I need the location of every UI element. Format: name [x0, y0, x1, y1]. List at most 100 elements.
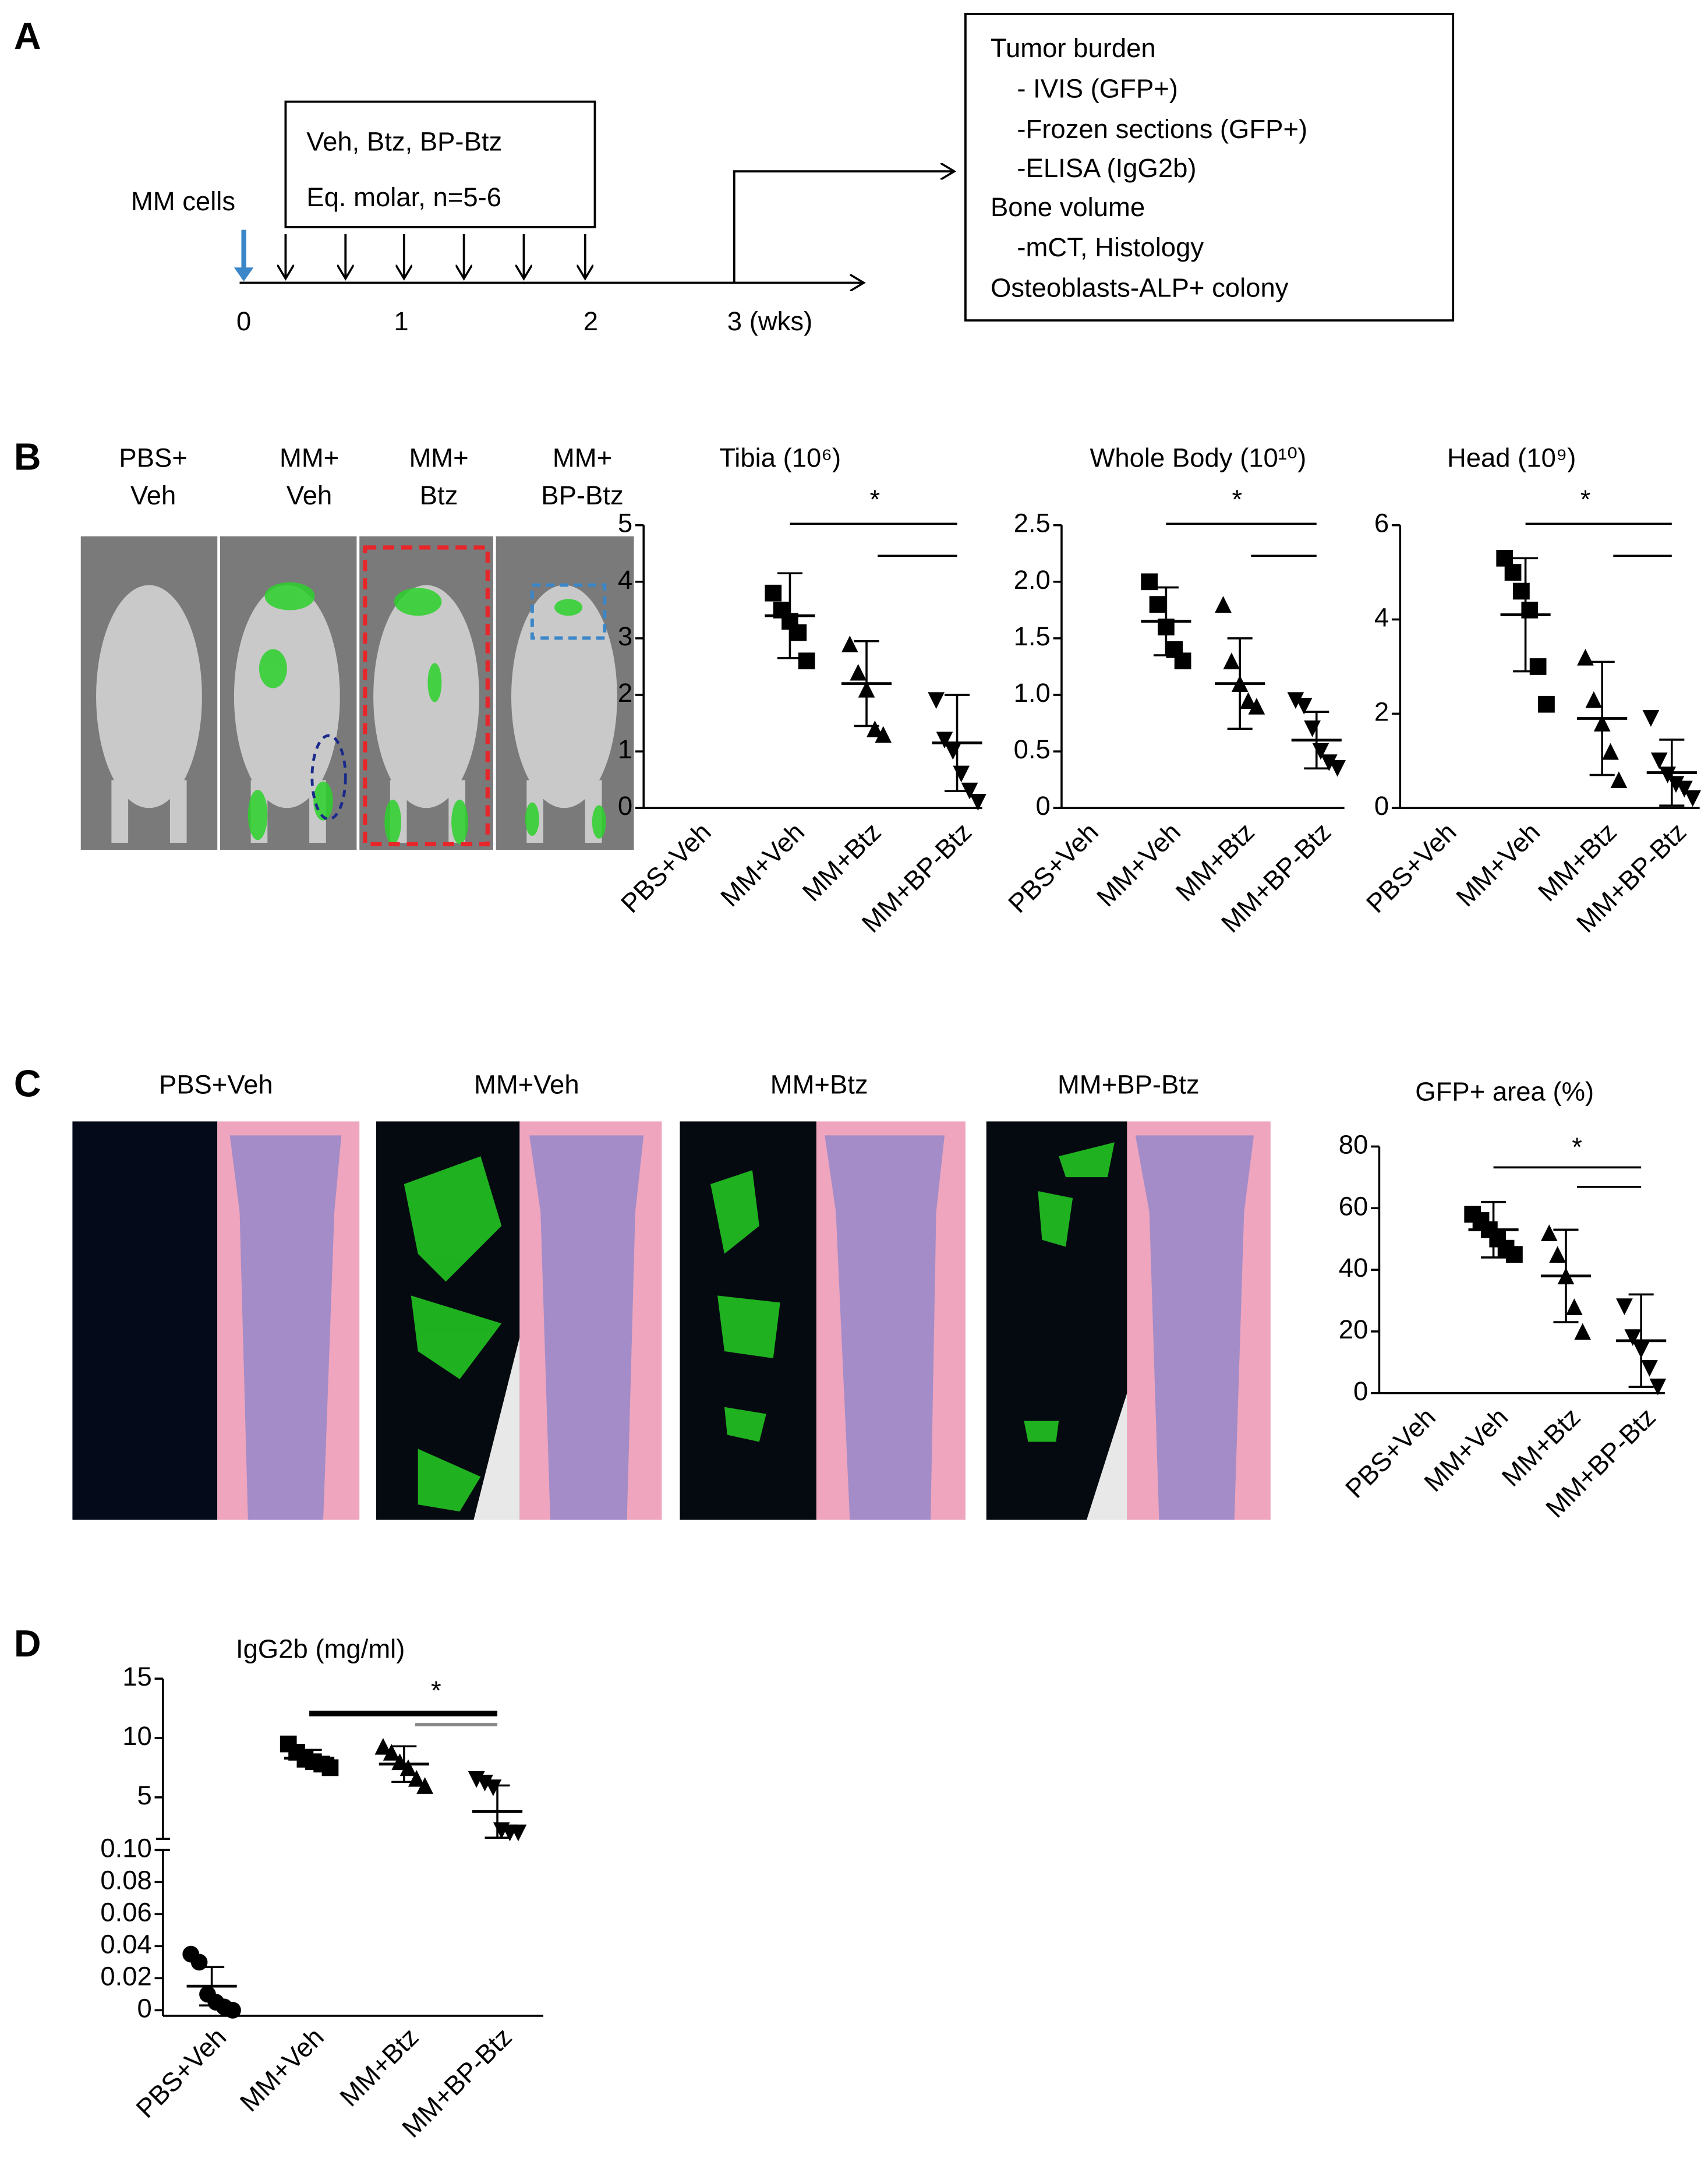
- data-point: [875, 726, 892, 743]
- significance-star: *: [431, 1676, 441, 1705]
- y-tick-label: 2.0: [1014, 565, 1051, 595]
- data-point: [224, 2002, 241, 2019]
- image-separators: [217, 536, 496, 850]
- image-label: MM+: [553, 443, 612, 472]
- highlight-box: [530, 583, 607, 640]
- treatment-box: [284, 100, 596, 228]
- readout-box: [964, 13, 1455, 322]
- ivis-images: [80, 536, 634, 850]
- y-tick-label: 0: [1374, 791, 1389, 821]
- x-tick-label: PBS+Veh: [130, 2022, 232, 2124]
- data-point: [841, 635, 858, 652]
- data-point: [867, 720, 883, 737]
- chart-title: Head (10⁹): [1447, 443, 1576, 472]
- image-label: PBS+Veh: [159, 1070, 273, 1100]
- data-point: [1248, 698, 1265, 715]
- x-tick-label: MM+Veh: [1091, 817, 1186, 913]
- y-tick-label: 6: [1374, 508, 1389, 538]
- y-tick-label: 0.5: [1014, 734, 1051, 764]
- data-point: [850, 663, 867, 681]
- significance-star: *: [1232, 485, 1243, 514]
- data-point: [1549, 1246, 1566, 1263]
- chart-title: GFP+ area (%): [1415, 1077, 1594, 1107]
- image-label: Btz: [420, 481, 458, 510]
- data-point: [1513, 582, 1530, 600]
- x-tick-label: PBS+Veh: [1002, 817, 1104, 919]
- readout: - IVIS (GFP+): [1017, 73, 1177, 103]
- panel-letter: A: [14, 15, 41, 57]
- timeline: [234, 13, 1455, 322]
- data-point: [790, 624, 807, 641]
- readout: -ELISA (IgG2b): [1017, 153, 1196, 183]
- data-point: [1610, 771, 1628, 789]
- data-point: [1642, 710, 1660, 727]
- gfp-signal: [247, 582, 606, 845]
- y-tick-label: 10: [122, 1721, 152, 1751]
- data-point: [1304, 720, 1321, 737]
- data-point: [1565, 1298, 1583, 1315]
- data-point: [416, 1777, 434, 1794]
- y-tick-label: 0.06: [100, 1897, 151, 1927]
- y-tick-label: 0: [1353, 1376, 1368, 1406]
- image-label: MM+BP-Btz: [1058, 1070, 1200, 1100]
- y-tick-label: 2.5: [1014, 508, 1051, 538]
- data-point: [953, 765, 970, 783]
- y-tick-label: 0.10: [100, 1833, 151, 1863]
- data-point: [1529, 658, 1547, 675]
- data-point: [1616, 1298, 1633, 1315]
- y-tick-label: 1.5: [1014, 621, 1051, 651]
- data-point: [510, 1824, 527, 1842]
- image-label: Veh: [130, 481, 176, 510]
- data-point: [383, 1744, 400, 1761]
- data-point: [1585, 691, 1603, 708]
- y-tick-label: 0: [137, 1993, 151, 2023]
- data-point: [1506, 1246, 1523, 1263]
- data-point: [1215, 596, 1232, 613]
- x-tick-label: PBS+Veh: [1360, 817, 1462, 919]
- data-point: [1577, 648, 1594, 666]
- chart-title: Whole Body (10¹⁰): [1090, 443, 1307, 472]
- data-point: [1641, 1360, 1658, 1377]
- readout: -Frozen sections (GFP+): [1017, 114, 1307, 144]
- data-point: [1496, 550, 1513, 567]
- image-label: MM+: [280, 443, 339, 472]
- data-point: [936, 732, 953, 749]
- readout-arrow: [733, 171, 954, 283]
- image-label: PBS+: [119, 443, 187, 472]
- data-point: [1624, 1329, 1642, 1346]
- data-point: [928, 692, 945, 709]
- x-tick-label: MM+Veh: [1451, 817, 1546, 913]
- significance-star: *: [1572, 1132, 1582, 1162]
- y-tick-label: 0.02: [100, 1961, 151, 1991]
- readout: Osteoblasts-ALP+ colony: [991, 273, 1289, 302]
- y-tick-label: 20: [1339, 1315, 1368, 1344]
- data-point: [485, 1779, 502, 1796]
- week-label: 2: [584, 306, 598, 336]
- week-label: 1: [394, 306, 408, 336]
- data-point: [1287, 692, 1304, 709]
- readout: Bone volume: [991, 192, 1145, 222]
- y-tick-label: 5: [137, 1781, 151, 1810]
- data-point: [1540, 1224, 1558, 1241]
- x-tick-label: MM+Veh: [234, 2022, 330, 2118]
- highlight-ellipse: [310, 734, 347, 821]
- data-point: [1240, 692, 1257, 709]
- treatment-text: Veh, Btz, BP-Btz: [306, 126, 502, 156]
- y-tick-label: 4: [618, 565, 632, 595]
- x-tick-label: PBS+Veh: [1339, 1402, 1441, 1503]
- data-point: [945, 743, 961, 760]
- x-tick-label: MM+Btz: [797, 817, 887, 907]
- data-point: [190, 1954, 208, 1971]
- data-point: [970, 794, 986, 811]
- week-label: 3 (wks): [727, 306, 812, 336]
- histology-images: [72, 1121, 1271, 1520]
- image-label: MM+: [409, 443, 468, 472]
- data-point: [476, 1775, 493, 1792]
- y-tick-label: 3: [618, 621, 632, 651]
- data-point: [1329, 760, 1346, 777]
- readout: -mCT, Histology: [1017, 232, 1204, 262]
- y-tick-label: 80: [1339, 1129, 1368, 1159]
- y-tick-label: 0: [1036, 791, 1051, 821]
- y-tick-label: 0.08: [100, 1865, 151, 1895]
